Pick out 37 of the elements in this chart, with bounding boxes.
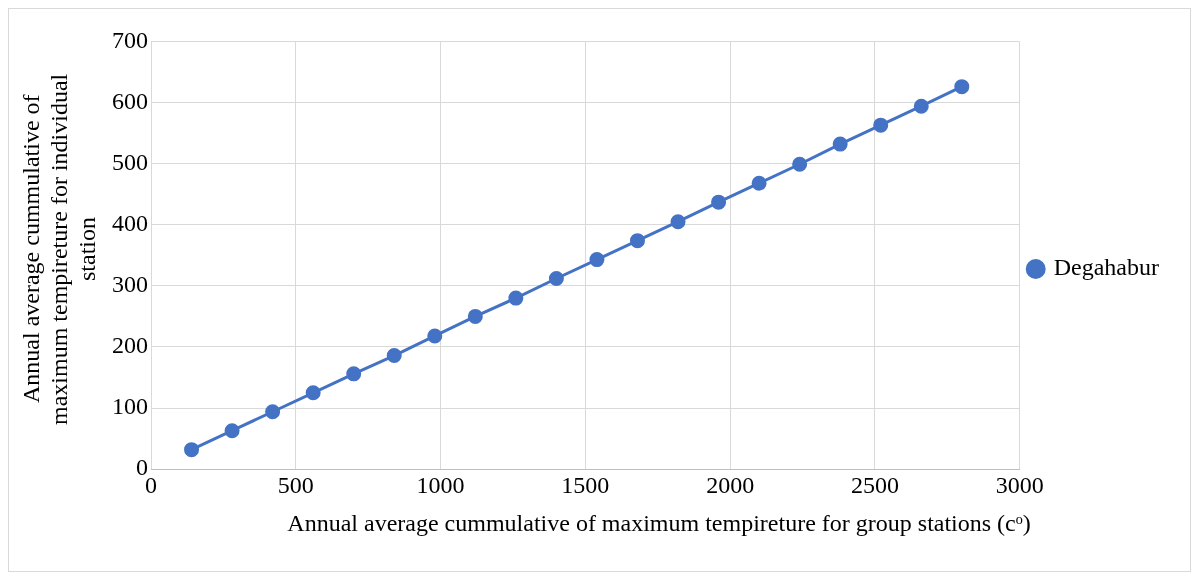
- point: [184, 442, 200, 458]
- x-axis-title: Annual average cummulative of maximum tempireture for group stations (cᵒ): [286, 509, 1032, 537]
- point: [751, 175, 767, 191]
- y-axis-title: Annual average cummulative of maximum tempireture for individual station: [17, 72, 101, 427]
- x-tick-label: 3000: [995, 471, 1044, 498]
- y-tick-label: 0: [136, 454, 148, 481]
- point: [792, 156, 808, 172]
- y-tick-label: 200: [112, 332, 148, 359]
- y-tick-label: 400: [112, 210, 148, 237]
- point: [670, 214, 686, 230]
- x-tick-label: 2000: [706, 471, 755, 498]
- point: [629, 233, 645, 249]
- y-tick-label: 600: [112, 87, 148, 114]
- point: [265, 404, 281, 420]
- x-tick-label: 500: [277, 471, 314, 498]
- point: [346, 366, 362, 382]
- point: [548, 271, 564, 287]
- y-tick-label: 700: [112, 26, 148, 53]
- point: [873, 117, 889, 133]
- point: [913, 98, 929, 114]
- y-tick-label: 100: [112, 393, 148, 420]
- point: [711, 194, 727, 210]
- x-tick-label: 1000: [416, 471, 465, 498]
- legend-label: Degahabur: [1053, 254, 1160, 281]
- point: [427, 328, 443, 344]
- x-tick-label: 2500: [850, 471, 899, 498]
- point: [508, 290, 524, 306]
- point: [954, 79, 970, 95]
- point: [832, 136, 848, 152]
- point: [386, 348, 402, 364]
- y-tick-label: 500: [112, 148, 148, 175]
- x-tick-label: 1500: [561, 471, 610, 498]
- y-tick-label: 300: [112, 271, 148, 298]
- point: [224, 423, 240, 439]
- point: [467, 308, 483, 324]
- point: [589, 252, 605, 268]
- point: [305, 385, 321, 401]
